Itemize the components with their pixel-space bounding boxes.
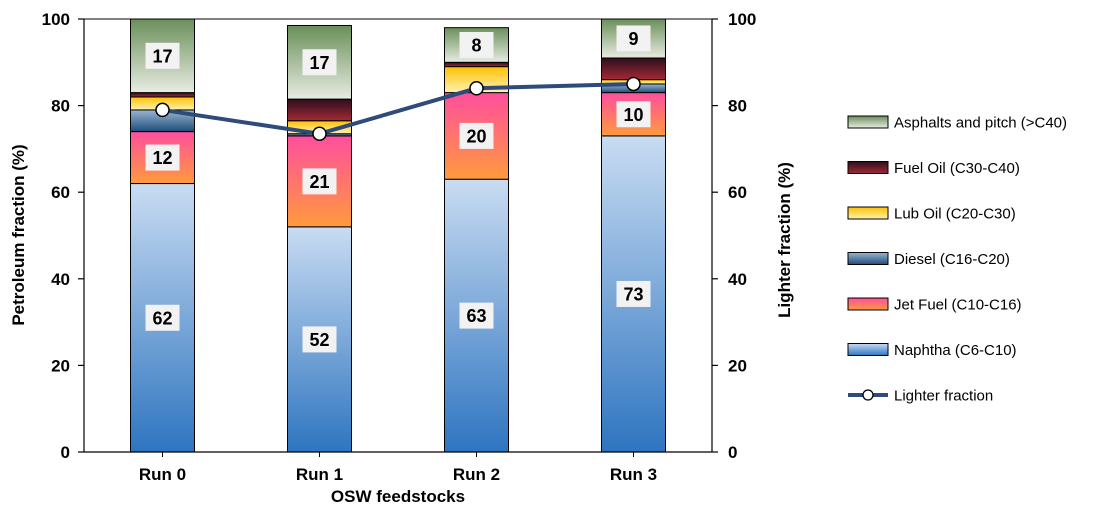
x-tick-label: Run 3 — [610, 465, 657, 484]
data-label: 10 — [616, 101, 651, 128]
legend-label: Lub Oil (C20-C30) — [894, 206, 1016, 223]
bar-segment — [601, 57, 666, 81]
y-tick-label: 40 — [51, 270, 70, 289]
data-label-text: 17 — [152, 46, 172, 66]
y2-tick-label: 100 — [728, 10, 756, 29]
legend-item: Jet Fuel (C10-C16) — [847, 297, 1022, 314]
legend-item: Naphtha (C6-C10) — [847, 342, 1017, 359]
legend-label: Naphtha (C6-C10) — [894, 342, 1017, 359]
line-layer — [155, 76, 641, 141]
data-label-text: 8 — [471, 35, 481, 55]
y-tick-label: 100 — [42, 10, 70, 29]
y-tick-label: 60 — [51, 183, 70, 202]
data-label: 9 — [616, 25, 651, 52]
lighter-fraction-point — [469, 81, 484, 96]
legend-label: Diesel (C16-C20) — [894, 251, 1010, 268]
ticks-layer: 0 20 40 60 80 100 0 20 40 60 80 100 Run 0 Run 1 Run 2 R… — [42, 10, 757, 484]
bar-segment — [444, 61, 509, 68]
data-label: 62 — [145, 304, 180, 331]
x-tick-label: Run 0 — [139, 465, 186, 484]
data-label: 73 — [616, 280, 651, 307]
bar-segment — [130, 92, 195, 98]
legend-swatch — [847, 297, 889, 311]
lighter-fraction-point — [312, 126, 327, 141]
legend-swatch — [847, 343, 889, 356]
y-tick-label: 0 — [61, 443, 70, 462]
data-label: 21 — [302, 168, 337, 195]
data-label: 20 — [459, 122, 494, 149]
lighter-fraction-point — [155, 102, 170, 118]
y2-axis-title: Lighter fraction (%) — [775, 162, 794, 318]
legend-item: Lub Oil (C20-C30) — [847, 206, 1016, 223]
legend: Asphalts and pitch (>C40) Fuel Oil (C30-C… — [847, 115, 1067, 405]
legend-label: Jet Fuel (C10-C16) — [894, 297, 1022, 314]
y2-tick-label: 40 — [728, 270, 747, 289]
legend-swatch — [847, 115, 889, 129]
legend-swatch — [847, 252, 889, 265]
lighter-fraction-point — [626, 76, 641, 92]
data-label: 17 — [145, 42, 180, 69]
legend-item: Lighter fraction — [848, 388, 993, 405]
legend-swatch — [847, 206, 889, 220]
legend-item: Diesel (C16-C20) — [847, 251, 1010, 268]
y2-tick-label: 80 — [728, 97, 747, 116]
bars-layer — [130, 18, 666, 453]
data-label-text: 52 — [309, 330, 329, 350]
data-label-text: 63 — [466, 306, 486, 326]
legend-item: Fuel Oil (C30-C40) — [847, 160, 1020, 177]
data-label: 63 — [459, 302, 494, 329]
x-axis-title: OSW feedstocks — [331, 487, 465, 506]
data-label: 52 — [302, 326, 337, 353]
data-label: 17 — [302, 49, 337, 76]
legend-label: Fuel Oil (C30-C40) — [894, 160, 1020, 177]
bar-segment — [287, 98, 352, 122]
data-label-text: 21 — [309, 172, 329, 192]
x-tick-label: Run 1 — [296, 465, 343, 484]
y2-tick-label: 0 — [728, 443, 737, 462]
y-tick-label: 80 — [51, 97, 70, 116]
legend-swatch — [847, 161, 889, 174]
data-label-text: 62 — [152, 308, 172, 328]
y2-tick-label: 20 — [728, 356, 747, 375]
legend-item: Asphalts and pitch (>C40) — [847, 115, 1067, 132]
x-tick-label: Run 2 — [453, 465, 500, 484]
data-label-text: 73 — [623, 284, 643, 304]
labels-layer: 62 12 17 52 21 17 63 20 8 73 10 9 — [145, 25, 651, 353]
data-label-text: 9 — [628, 29, 638, 49]
bar-segment — [287, 24, 352, 100]
y2-tick-label: 60 — [728, 183, 747, 202]
lighter-fraction-line — [162, 81, 634, 136]
data-label: 8 — [459, 31, 494, 58]
data-label-text: 10 — [623, 105, 643, 125]
data-label-text: 12 — [152, 148, 172, 168]
y-axis-title: Petroleum fraction (%) — [9, 144, 28, 325]
y-tick-label: 20 — [51, 356, 70, 375]
axes-layer — [83, 18, 713, 453]
data-label-text: 20 — [466, 126, 486, 146]
legend-marker — [862, 389, 874, 401]
legend-label: Asphalts and pitch (>C40) — [894, 115, 1067, 132]
data-label: 12 — [145, 144, 180, 171]
data-label-text: 17 — [309, 53, 329, 73]
legend-label: Lighter fraction — [894, 388, 993, 405]
